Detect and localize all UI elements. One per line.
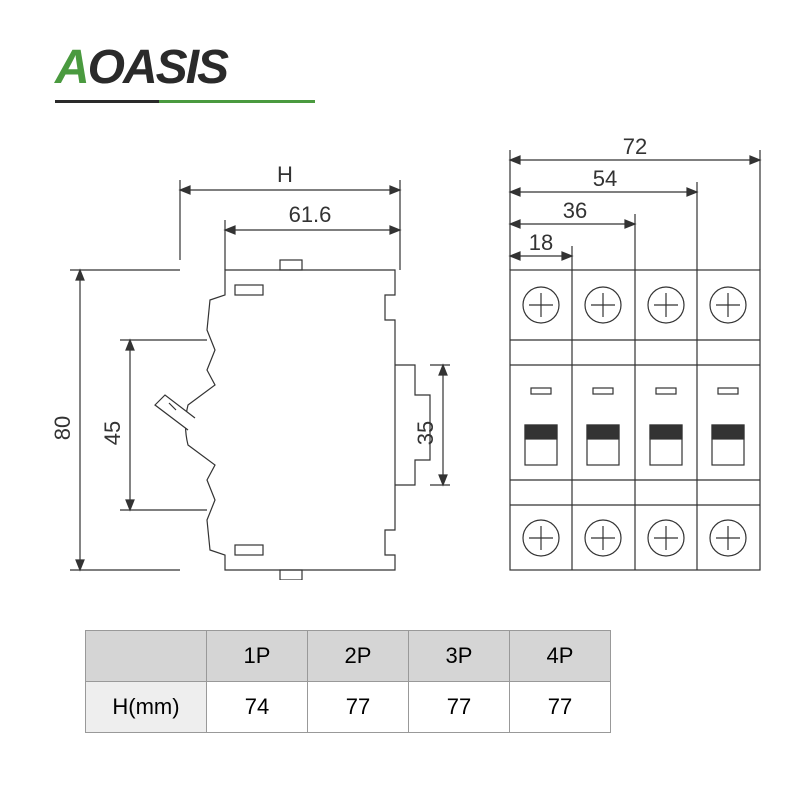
val-1P: 74 [207, 682, 308, 733]
val-2P: 77 [308, 682, 409, 733]
table-corner [86, 631, 207, 682]
dim-45: 45 [100, 421, 125, 445]
row-label-H: H(mm) [86, 682, 207, 733]
logo-underline [55, 100, 315, 103]
brand-logo: AOASIS [55, 40, 227, 95]
dim-18: 18 [529, 230, 553, 255]
dim-54: 54 [593, 166, 617, 191]
dimension-table: 1P 2P 3P 4P H(mm) 74 77 77 77 [85, 630, 611, 733]
val-4P: 77 [510, 682, 611, 733]
dim-72: 72 [623, 134, 647, 159]
col-2P: 2P [308, 631, 409, 682]
col-3P: 3P [409, 631, 510, 682]
side-view-drawing: H 61.6 80 45 [35, 150, 455, 580]
val-3P: 77 [409, 682, 510, 733]
logo-accent-letter: A [55, 41, 88, 94]
dim-61-6: 61.6 [289, 202, 332, 227]
col-4P: 4P [510, 631, 611, 682]
front-view-drawing: 72 54 36 18 [485, 130, 785, 600]
dim-H: H [277, 162, 293, 187]
dim-35: 35 [413, 421, 438, 445]
dim-80: 80 [50, 416, 75, 440]
dim-36: 36 [563, 198, 587, 223]
col-1P: 1P [207, 631, 308, 682]
logo-rest: OASIS [88, 41, 227, 94]
